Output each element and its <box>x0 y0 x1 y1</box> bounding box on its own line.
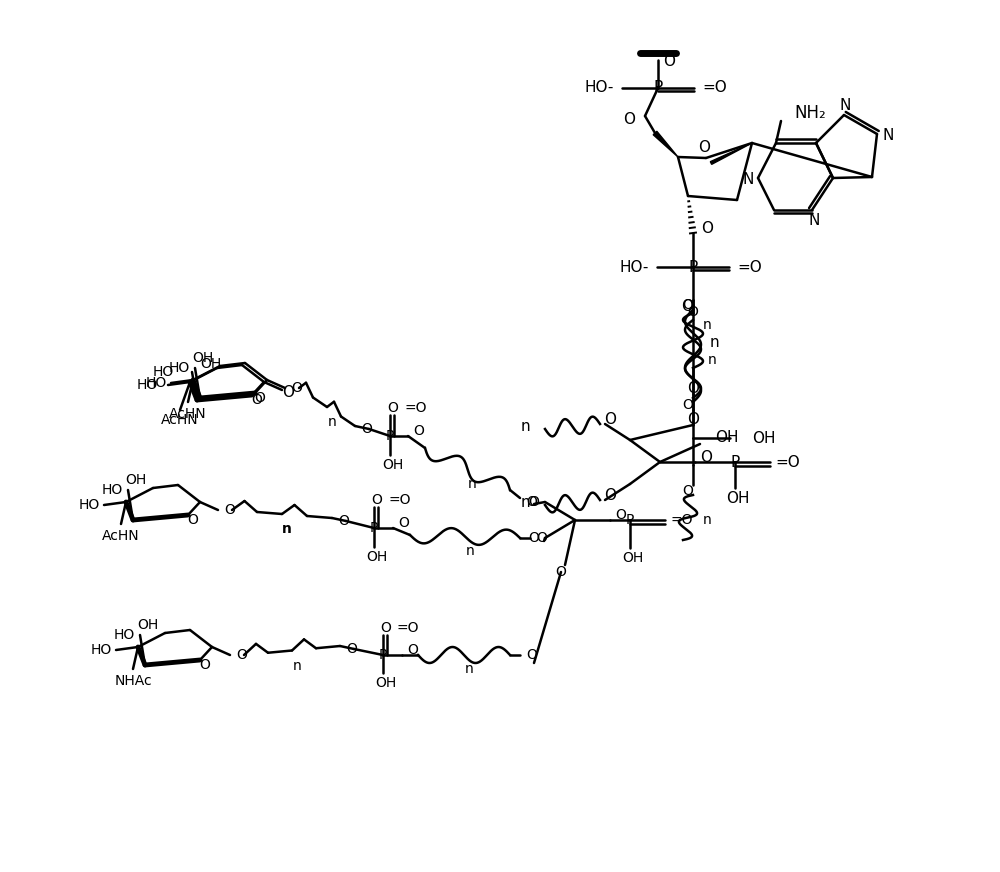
Text: n: n <box>466 543 474 557</box>
Text: n: n <box>465 662 473 676</box>
Text: O: O <box>683 484 693 498</box>
Text: O: O <box>381 621 391 635</box>
Text: =O: =O <box>397 621 420 635</box>
Text: P: P <box>379 648 387 662</box>
Text: AcHN: AcHN <box>102 529 140 543</box>
Polygon shape <box>710 143 752 164</box>
Text: =O: =O <box>702 80 727 96</box>
Text: P: P <box>688 260 698 275</box>
Text: O: O <box>413 424 424 438</box>
Text: O: O <box>687 380 699 396</box>
Text: N: N <box>808 213 820 228</box>
Text: HO: HO <box>169 361 190 375</box>
Text: OH: OH <box>125 473 147 487</box>
Text: O: O <box>615 508 626 522</box>
Text: n: n <box>282 522 292 536</box>
Text: n: n <box>293 658 301 672</box>
Text: O: O <box>526 648 537 662</box>
Text: n: n <box>703 318 712 332</box>
Text: n: n <box>703 513 712 527</box>
Text: O: O <box>683 298 693 312</box>
Text: =O: =O <box>670 513 692 527</box>
Text: HO: HO <box>153 365 174 379</box>
Text: O: O <box>604 487 616 502</box>
Text: O: O <box>700 449 712 465</box>
Text: N: N <box>742 173 754 187</box>
Text: P: P <box>386 429 394 443</box>
Text: O: O <box>528 495 539 509</box>
Text: n: n <box>468 477 477 491</box>
Text: OH: OH <box>622 551 644 565</box>
Text: OH: OH <box>192 351 214 365</box>
Text: OH: OH <box>137 618 159 632</box>
Text: HO: HO <box>91 643 112 657</box>
Text: HO: HO <box>137 378 158 392</box>
Text: O: O <box>372 493 382 507</box>
Text: =O: =O <box>388 493 411 507</box>
Text: OH: OH <box>366 550 388 564</box>
Text: n: n <box>710 335 720 350</box>
Text: HO: HO <box>114 628 135 642</box>
Text: P: P <box>730 454 740 469</box>
Text: O: O <box>388 401 398 415</box>
Text: O: O <box>663 54 675 70</box>
Text: OH: OH <box>375 676 397 690</box>
Text: n: n <box>708 353 717 367</box>
Text: OH: OH <box>726 490 750 506</box>
Text: n: n <box>520 494 530 509</box>
Text: n: n <box>328 415 336 429</box>
Text: P: P <box>370 521 378 535</box>
Text: AcHN: AcHN <box>169 407 207 421</box>
Text: AcHN: AcHN <box>161 413 199 427</box>
Text: =O: =O <box>404 401 426 415</box>
Text: O: O <box>623 112 635 126</box>
Text: O: O <box>604 412 616 426</box>
Text: HO-: HO- <box>620 260 649 275</box>
Text: O: O <box>346 642 357 656</box>
Text: OH: OH <box>382 458 404 472</box>
Text: O: O <box>236 648 247 662</box>
Text: O: O <box>361 422 372 436</box>
Text: NHAc: NHAc <box>114 674 152 688</box>
Text: O: O <box>556 565 566 579</box>
Text: =O: =O <box>775 454 800 469</box>
Text: O: O <box>701 221 713 235</box>
Text: O: O <box>536 531 547 545</box>
Text: O: O <box>255 391 265 405</box>
Text: O: O <box>338 514 349 528</box>
Text: O: O <box>688 305 698 319</box>
Text: N: N <box>882 127 894 142</box>
Text: =O: =O <box>737 260 762 275</box>
Text: O: O <box>252 393 262 407</box>
Text: N: N <box>839 99 851 113</box>
Text: OH: OH <box>715 430 738 445</box>
Text: OH: OH <box>752 431 776 446</box>
Text: HO: HO <box>79 498 100 512</box>
Text: HO-: HO- <box>585 80 614 96</box>
Text: OH: OH <box>200 357 221 371</box>
Text: O: O <box>683 398 693 412</box>
Text: NH₂: NH₂ <box>794 104 826 122</box>
Text: O: O <box>698 140 710 155</box>
Text: O: O <box>224 503 235 517</box>
Text: HO: HO <box>102 483 123 497</box>
Text: P: P <box>653 80 663 96</box>
Polygon shape <box>653 132 678 157</box>
Text: O: O <box>188 513 198 527</box>
Text: n: n <box>520 419 530 433</box>
Text: O: O <box>526 495 537 509</box>
Text: O: O <box>398 516 409 530</box>
Text: O: O <box>687 412 699 426</box>
Text: O: O <box>291 381 302 395</box>
Text: HO: HO <box>146 376 167 390</box>
Text: P: P <box>626 513 634 527</box>
Text: O: O <box>528 531 539 545</box>
Text: O: O <box>407 643 418 657</box>
Text: O: O <box>282 385 294 399</box>
Text: O: O <box>200 658 210 672</box>
Text: O: O <box>681 298 693 314</box>
